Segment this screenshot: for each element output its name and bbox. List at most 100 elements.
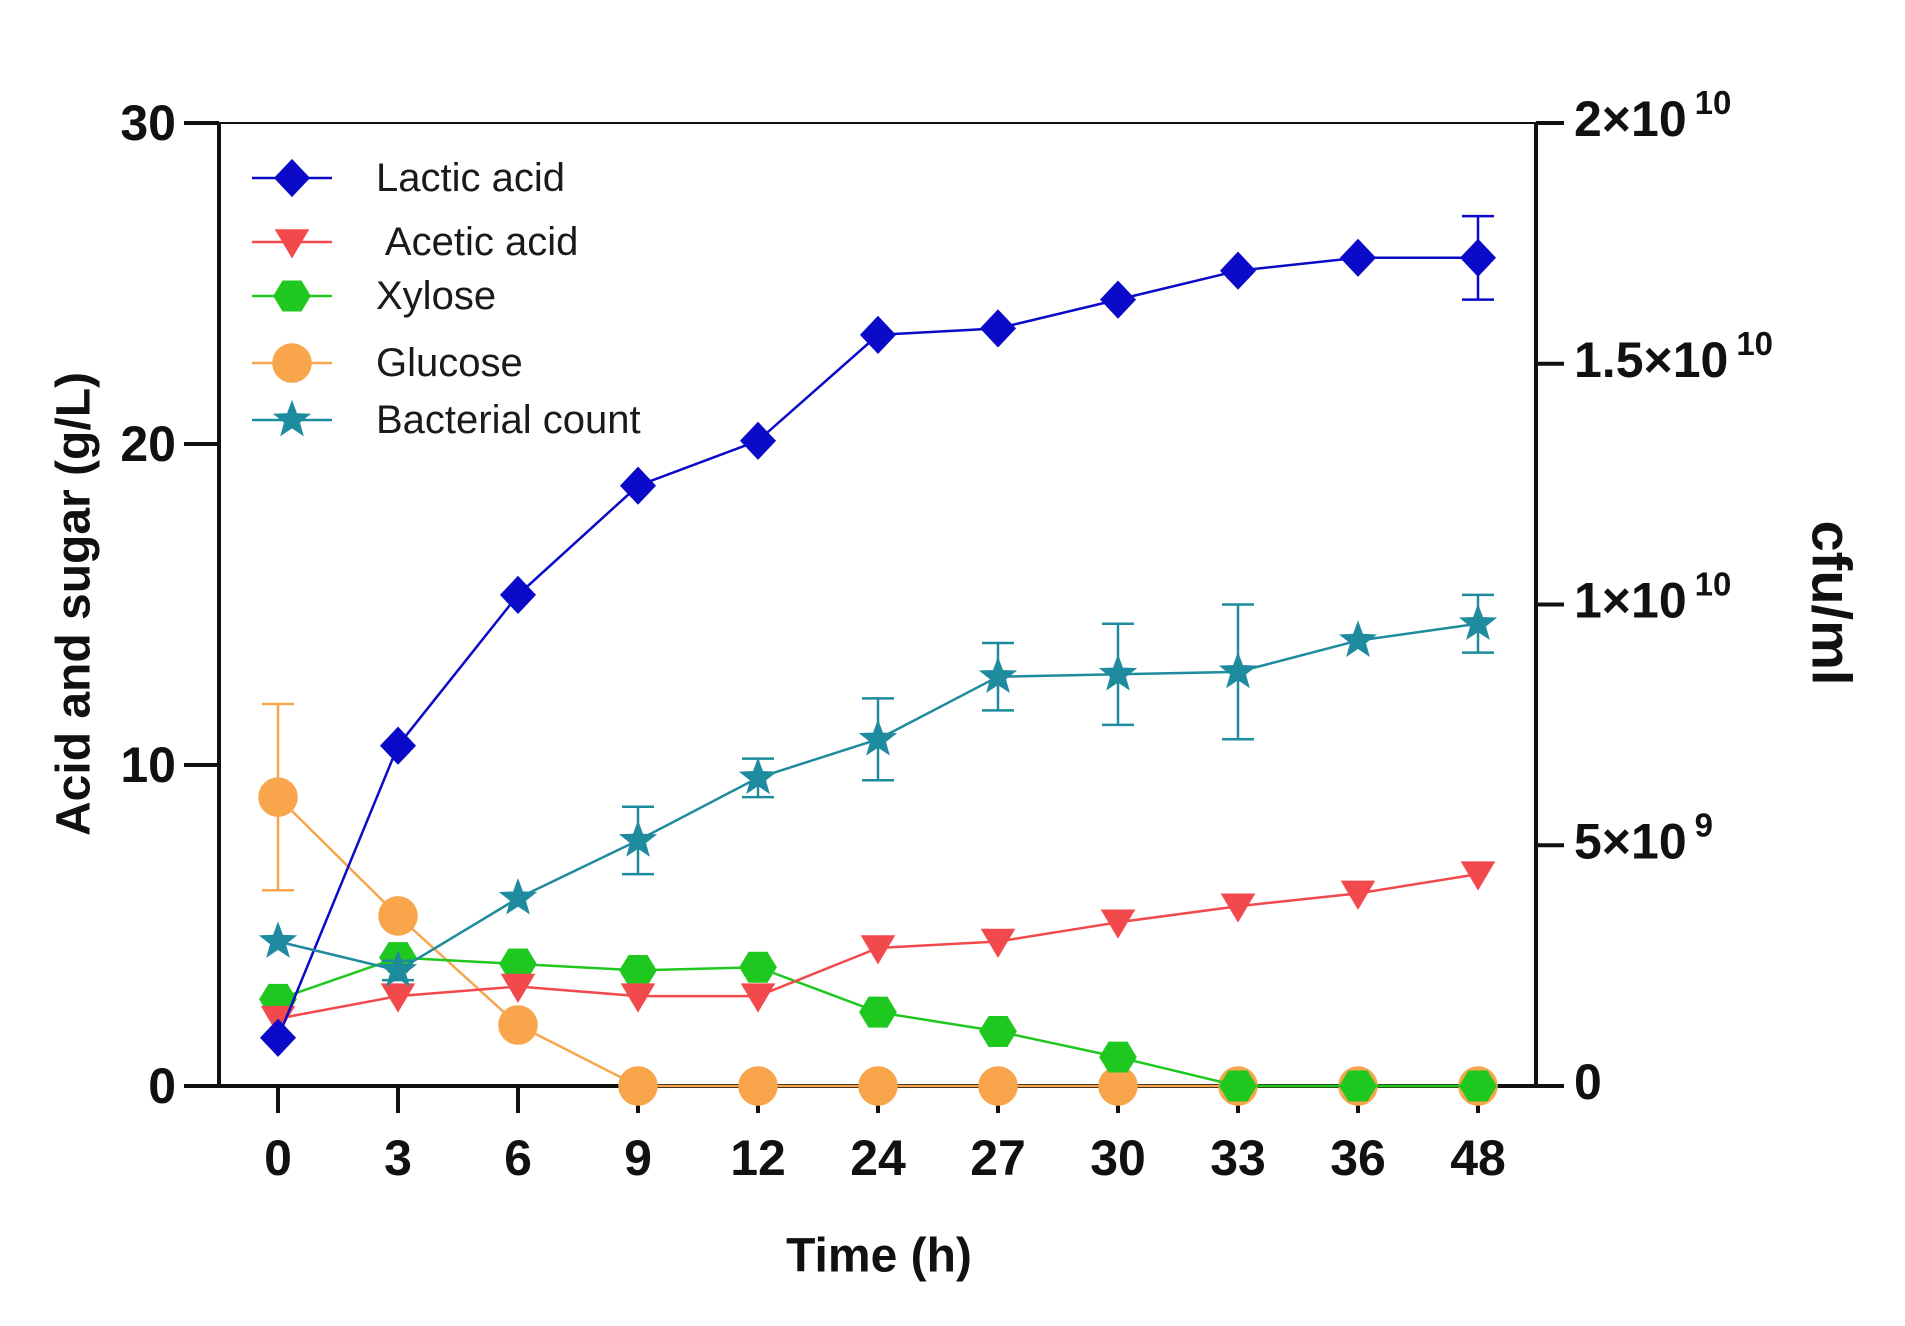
lactic-acid-point [1219,251,1257,290]
left-tick-label: 10 [120,737,176,793]
right-tick-label: 1.5×10 10 [1574,324,1773,388]
acetic-acid-point [1460,861,1496,891]
acetic-acid-point [1100,909,1136,939]
right-tick-exponent: 10 [1695,565,1732,602]
glucose-point [978,1066,1018,1106]
right-tick-base: 2×10 [1574,91,1687,147]
lactic-acid-point [499,575,537,614]
acetic-acid-point [1220,893,1256,923]
right-tick-label: 0 [1574,1054,1602,1110]
left-tick-label: 0 [148,1058,176,1114]
xylose-point [739,951,777,983]
glucose-point [498,1005,538,1045]
left-tick-label: 30 [120,95,176,151]
bacterial-count-point [618,820,658,857]
lactic-acid-point [739,421,777,460]
x-tick-label: 30 [1090,1130,1146,1186]
lactic-acid-point [619,466,657,505]
x-tick-label: 24 [850,1130,906,1186]
xylose-point [1459,1070,1497,1102]
x-tick-label: 0 [264,1130,292,1186]
bacterial-count-point [1218,651,1258,689]
x-axis-title: Time (h) [786,1230,972,1283]
right-tick-exponent: 10 [1736,324,1773,361]
series-bacterial-count [258,593,1498,987]
right-tick-base: 1.5×10 [1574,332,1728,388]
series-lactic-acid [259,214,1497,1057]
x-tick-label: 9 [624,1130,652,1186]
glucose-point [738,1066,778,1106]
bacterial-count-point [978,656,1018,694]
legend-marker [272,399,312,437]
bacterial-count-point [378,950,418,987]
glucose-point [378,896,418,936]
legend-label: Bacterial count [376,398,641,442]
acetic-acid-point [740,983,776,1013]
legend-label: Lactic acid [376,156,565,200]
acetic-acid-point [500,973,536,1003]
legend-item-xylose: Xylose [252,274,496,318]
xylose-point [1339,1070,1377,1102]
bacterial-count-point [738,757,778,795]
acetic-acid-point [380,983,416,1013]
lactic-acid-point [379,726,417,765]
left-axis-title: Acid and sugar (g/L) [48,372,101,836]
x-tick-label: 33 [1210,1130,1266,1186]
left-tick-label: 20 [120,416,176,472]
legend: Lactic acid Acetic acid Xylose Glucose Bact… [252,156,641,442]
legend-item-glucose: Glucose [252,341,523,385]
x-tick-label: 3 [384,1130,412,1186]
legend-item-bacterial-count: Bacterial count [252,398,641,442]
glucose-point [258,777,298,817]
legend-item-acetic-acid: Acetic acid [252,220,578,264]
xylose-point [859,996,897,1028]
right-tick-label: 2×10 10 [1574,84,1731,148]
legend-item-lactic-acid: Lactic acid [252,156,565,200]
x-tick-label: 12 [730,1130,786,1186]
bacterial-count-point [258,921,298,958]
acetic-acid-point [620,983,656,1013]
legend-marker [273,280,311,312]
lactic-acid-point [979,309,1017,348]
acetic-acid-point [1340,880,1376,910]
bacterial-count-point [1458,603,1498,641]
legend-marker [272,343,312,383]
right-tick-exponent: 10 [1695,84,1732,121]
x-tick-label: 36 [1330,1130,1386,1186]
xylose-point [1099,1041,1137,1073]
glucose-point [858,1066,898,1106]
xylose-point [979,1015,1017,1047]
legend-label: Glucose [376,341,523,385]
right-tick-base: 5×10 [1574,813,1687,869]
lactic-acid-point [1339,238,1377,277]
x-tick-label: 6 [504,1130,532,1186]
acetic-acid-point [980,928,1016,958]
x-tick-label: 48 [1450,1130,1506,1186]
glucose-point [618,1066,658,1106]
right-tick-base: 1×10 [1574,573,1687,629]
legend-label: Acetic acid [376,220,578,264]
right-tick-label: 1×10 10 [1574,565,1731,629]
right-axis-title: cfu/ml [1801,521,1864,686]
lactic-acid-point [1099,280,1137,319]
x-tick-label: 27 [970,1130,1026,1186]
right-tick-base: 0 [1574,1054,1602,1110]
bacterial-count-point [1098,654,1138,691]
lactic-acid-point [259,1018,297,1057]
acetic-acid-point [860,935,896,965]
bacterial-count-point [1338,620,1378,657]
bacterial-count-point [498,878,538,915]
glucose-point [1098,1066,1138,1106]
right-tick-label: 5×10 9 [1574,806,1713,870]
legend-label: Xylose [376,274,496,318]
lactic-acid-point [859,315,897,354]
legend-marker [273,158,311,198]
bacterial-count-point [858,719,898,756]
right-tick-exponent: 9 [1695,806,1713,843]
legend-marker [274,229,310,259]
xylose-point [1219,1070,1257,1102]
lactic-acid-point [1459,238,1497,277]
